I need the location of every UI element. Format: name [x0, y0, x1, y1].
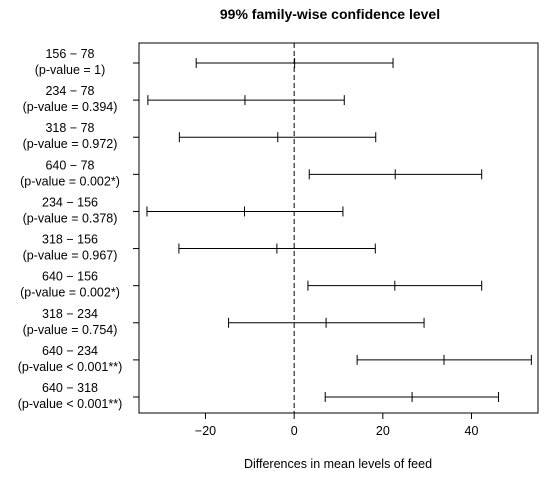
- interval-3: [178, 132, 377, 143]
- comparison-pvalue-label: (p-value = 0.002*): [20, 286, 120, 300]
- comparison-pvalue-label: (p-value < 0.001**): [18, 397, 123, 411]
- interval-2: [147, 95, 345, 106]
- interval-9: [356, 354, 532, 365]
- comparison-pvalue-label: (p-value = 0.002*): [20, 174, 120, 188]
- comparison-labels-group: 156 − 78 (p-value = 1) 234 − 78 (p-value = …: [18, 47, 139, 411]
- comparison-pair-label: 318 − 234: [42, 307, 98, 321]
- x-axis-tick-label: 20: [376, 424, 390, 438]
- comparison-pair-label: 640 − 78: [45, 158, 94, 172]
- comparison-pair-label: 156 − 78: [45, 47, 94, 61]
- comparison-pair-label: 318 − 78: [45, 121, 94, 135]
- comparison-pair-label: 640 − 156: [42, 270, 98, 284]
- plot-frame: [138, 42, 539, 414]
- x-axis-tick-label: 0: [291, 424, 298, 438]
- chart-title: 99% family-wise confidence level: [220, 6, 440, 22]
- interval-1: [195, 58, 394, 68]
- interval-10: [324, 392, 500, 402]
- x-axis-tick-label: −20: [195, 424, 216, 438]
- comparison-pair-label: 640 − 318: [42, 381, 98, 395]
- x-axis-label: Differences in mean levels of feed: [244, 457, 432, 471]
- intervals-group: [146, 58, 532, 402]
- comparison-pair-label: 640 − 234: [42, 344, 98, 358]
- comparison-pair-label: 234 − 156: [42, 195, 98, 209]
- comparison-pair-label: 318 − 156: [42, 233, 98, 247]
- interval-7: [307, 280, 483, 291]
- comparison-pvalue-label: (p-value = 0.378): [23, 211, 118, 225]
- interval-6: [178, 243, 376, 254]
- comparison-pvalue-label: (p-value = 0.394): [23, 100, 118, 114]
- comparison-pvalue-label: (p-value = 1): [35, 63, 106, 77]
- comparison-pvalue-label: (p-value = 0.754): [23, 323, 118, 337]
- comparison-pvalue-label: (p-value = 0.972): [23, 137, 118, 151]
- interval-5: [146, 206, 344, 217]
- x-axis-tick-label: 40: [465, 424, 479, 438]
- interval-4: [308, 169, 483, 180]
- x-axis: −20 0 20 40: [195, 413, 479, 438]
- interval-8: [228, 317, 425, 328]
- comparison-pvalue-label: (p-value = 0.967): [23, 249, 118, 263]
- comparison-pvalue-label: (p-value < 0.001**): [18, 360, 123, 374]
- comparison-pair-label: 234 − 78: [45, 84, 94, 98]
